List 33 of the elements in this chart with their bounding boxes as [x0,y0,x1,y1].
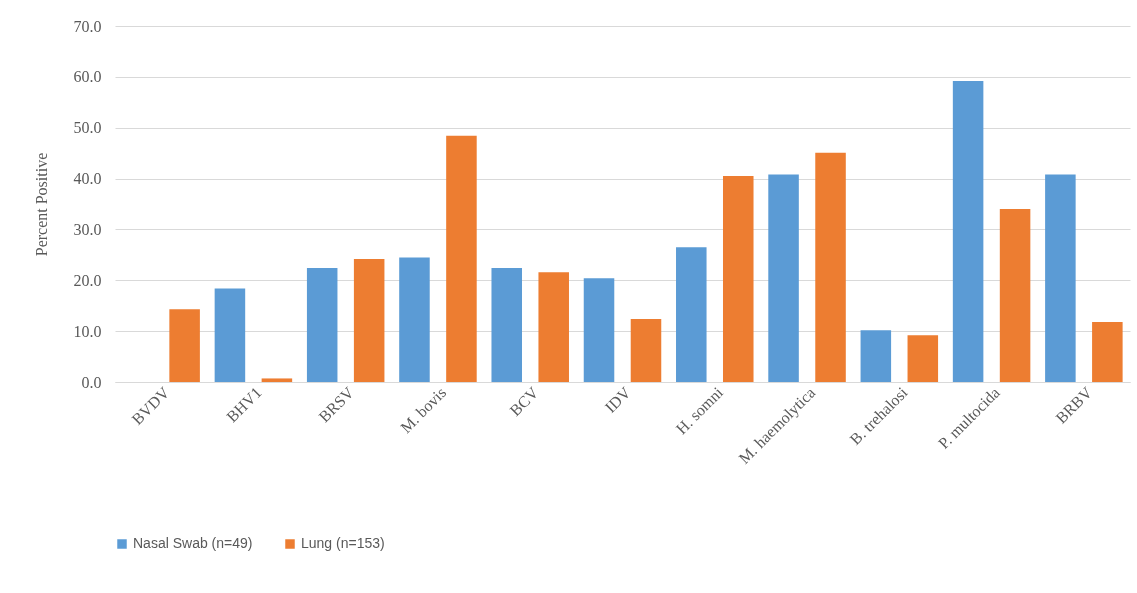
y-axis-title: Percent Positive [32,152,50,257]
bar [999,209,1031,382]
bar [169,309,200,382]
bar [907,335,939,382]
bar [630,318,662,382]
bar [399,257,430,382]
y-tick-label: 0.0 [81,373,102,391]
bar [353,258,385,382]
bar [768,174,799,382]
bar [860,330,892,382]
y-tick-label: 20.0 [73,271,102,289]
bar [815,152,846,382]
bar [952,80,984,382]
y-tick-label: 30.0 [73,220,102,238]
y-tick-label: 10.0 [73,322,102,340]
x-tick-label: IDV [601,383,635,416]
y-tick-label: 40.0 [73,170,102,188]
bar [676,247,707,382]
bar [306,268,338,382]
bar [1045,174,1076,382]
legend-label: Lung (n=153) [301,535,385,551]
bar [722,176,754,382]
bar [491,268,523,382]
y-tick-label: 70.0 [73,17,102,35]
bar [446,135,477,382]
y-tick-label: 60.0 [73,68,102,86]
bar [538,272,569,382]
bar [583,278,615,382]
bar [214,288,246,382]
y-tick-label: 50.0 [73,119,102,137]
bar [1092,321,1123,382]
legend-label: Nasal Swab (n=49) [133,535,253,551]
bar [261,378,293,382]
